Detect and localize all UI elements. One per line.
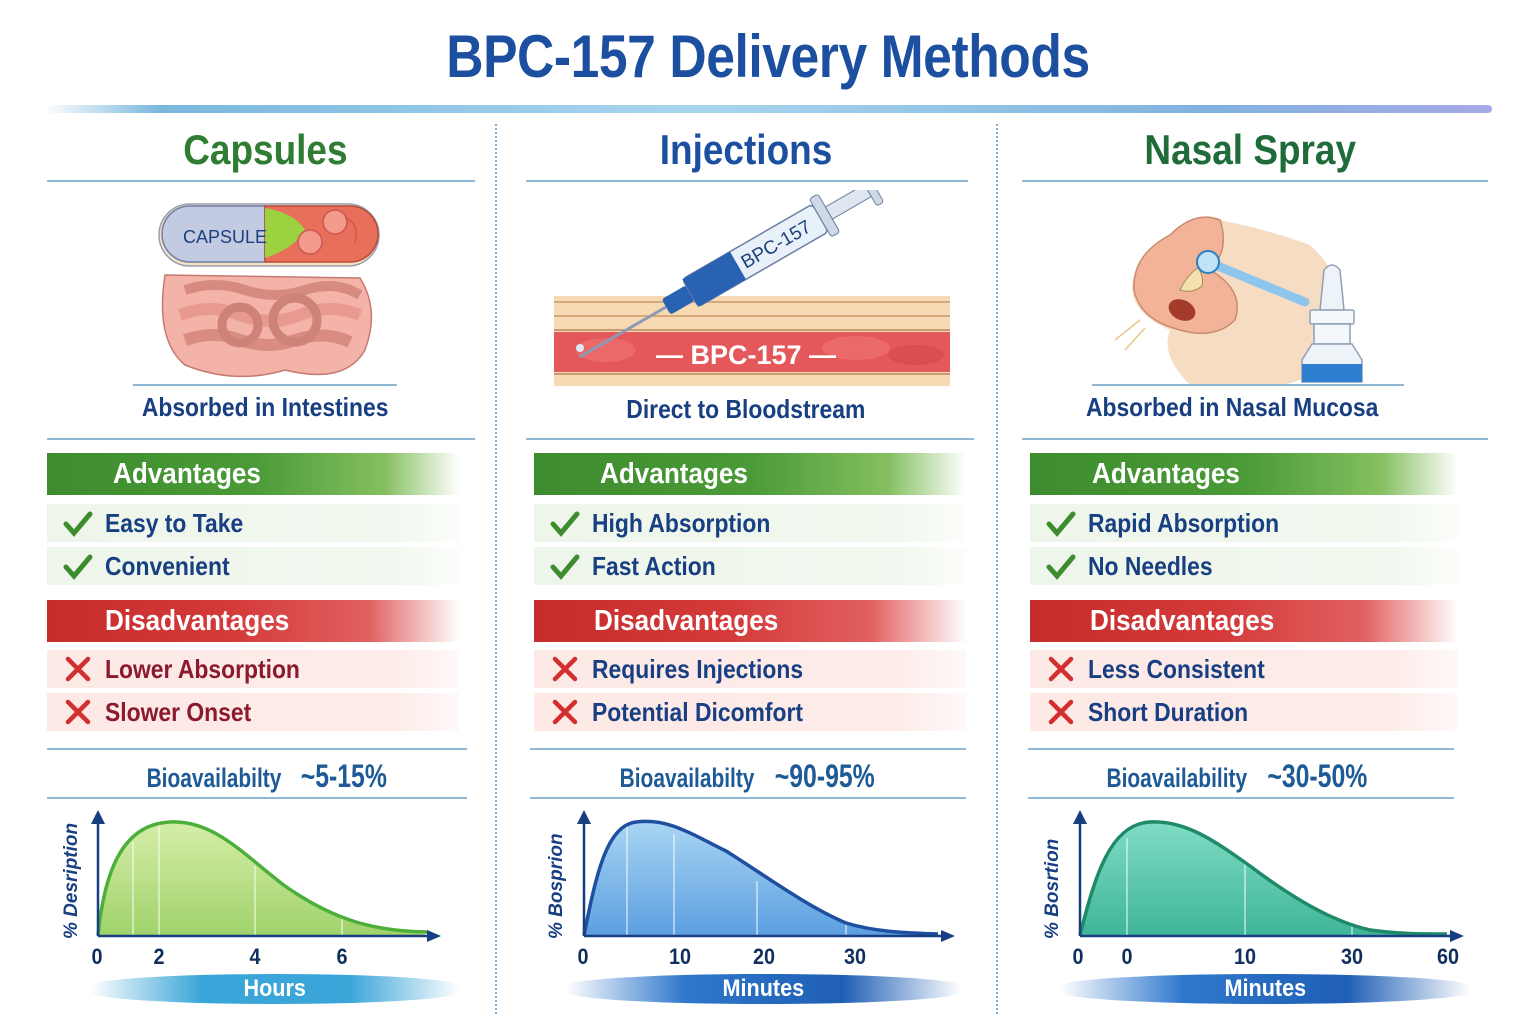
x-tick: 6	[336, 944, 348, 969]
spray-bottle-icon	[1196, 250, 1363, 383]
x-tick: 60	[1436, 944, 1460, 969]
disadvantage-item: Requires Injections	[534, 650, 966, 688]
disadvantages-header: Disadvantages	[1030, 600, 1458, 642]
x-tick: 0	[91, 944, 103, 969]
x-axis-arrow-icon	[1450, 930, 1464, 942]
y-axis-label: % Bosrtion	[1042, 838, 1063, 939]
title-underline	[44, 105, 1492, 113]
advantage-item: Easy to Take	[47, 504, 459, 542]
column-divider	[495, 124, 497, 1014]
disadvantage-item: Lower Absorption	[47, 650, 459, 688]
x-tick: 0	[1121, 944, 1133, 969]
divider	[530, 748, 966, 750]
y-axis-label: % Desription	[61, 822, 82, 939]
divider	[47, 748, 467, 750]
column-capsules: Capsules CAPSULE	[45, 118, 485, 1018]
divider	[526, 180, 968, 182]
checkmark-icon	[1046, 511, 1076, 537]
column-injections: Injections	[526, 118, 974, 1018]
method-caption: Direct to Bloodstream	[626, 394, 866, 424]
y-axis-arrow-icon	[91, 810, 105, 824]
nasal-spray-illustration	[1020, 190, 1490, 390]
divider	[47, 438, 475, 440]
checkmark-icon	[550, 511, 580, 537]
absorption-chart: % Bosrtion 0 0 10 30 60 Minutes	[1020, 806, 1490, 1016]
x-axis-arrow-icon	[427, 930, 441, 942]
advantage-item: High Absorption	[534, 504, 966, 542]
advantage-item: Rapid Absorption	[1030, 504, 1458, 542]
disadvantage-item: Less Consistent	[1030, 650, 1458, 688]
advantages-header: Advantages	[47, 453, 459, 495]
advantages-header: Advantages	[1030, 453, 1458, 495]
cross-icon	[65, 699, 91, 725]
capsule-intestine-illustration: CAPSULE	[45, 190, 485, 390]
vessel-label: — BPC-157 —	[655, 340, 837, 370]
method-caption: Absorbed in Intestines	[141, 392, 389, 422]
checkmark-icon	[63, 511, 93, 537]
x-tick: 20	[752, 944, 776, 969]
x-tick: 0	[577, 944, 589, 969]
y-axis-arrow-icon	[577, 810, 591, 824]
divider	[133, 384, 397, 386]
y-axis-arrow-icon	[1073, 810, 1087, 824]
cross-icon	[65, 656, 91, 682]
absorption-chart: % Bosprion 0 10 20 30 Minutes	[526, 806, 966, 1016]
x-axis-label: Minutes	[566, 974, 961, 1004]
column-heading: Capsules	[182, 126, 348, 173]
checkmark-icon	[63, 554, 93, 580]
divider	[47, 797, 467, 799]
disadvantage-item: Slower Onset	[47, 693, 459, 731]
disadvantages-header: Disadvantages	[47, 600, 459, 642]
column-divider	[996, 124, 998, 1014]
capsule-icon	[158, 203, 380, 267]
absorption-chart: % Desription 0 2 4 6 Hours	[45, 806, 485, 1016]
syringe-bloodstream-illustration: BPC-157 — BPC-157 —	[526, 171, 966, 390]
page-title: BPC-157 Delivery Methods	[446, 23, 1090, 90]
advantage-item: Fast Action	[534, 547, 966, 585]
divider	[530, 797, 966, 799]
divider	[1028, 797, 1454, 799]
disadvantage-item: Potential Dicomfort	[534, 693, 966, 731]
divider	[1092, 384, 1404, 386]
advantage-item: No Needles	[1030, 547, 1458, 585]
x-tick: 2	[153, 944, 165, 969]
cross-icon	[552, 699, 578, 725]
cross-icon	[1048, 656, 1074, 682]
x-axis-arrow-icon	[941, 930, 955, 942]
column-heading: Nasal Spray	[1144, 126, 1356, 173]
checkmark-icon	[550, 554, 580, 580]
disadvantage-item: Short Duration	[1030, 693, 1458, 731]
bioavailability: Bioavailabilty ~90-95%	[619, 758, 875, 794]
divider	[47, 180, 475, 182]
x-tick: 0	[1072, 944, 1084, 969]
x-tick: 30	[843, 944, 867, 969]
nose-icon	[1114, 216, 1342, 385]
x-tick: 4	[249, 944, 261, 969]
bioavailability: Bioavailability ~30-50%	[1106, 758, 1368, 794]
advantages-header: Advantages	[534, 453, 966, 495]
divider	[1022, 438, 1488, 440]
disadvantages-header: Disadvantages	[534, 600, 966, 642]
cross-icon	[1048, 699, 1074, 725]
x-tick: 10	[1233, 944, 1257, 969]
intestines-icon	[161, 274, 373, 378]
x-axis-label: Minutes	[1060, 974, 1470, 1004]
x-axis-label: Hours	[90, 974, 460, 1004]
column-heading: Injections	[659, 126, 833, 173]
x-tick: 10	[668, 944, 692, 969]
checkmark-icon	[1046, 554, 1076, 580]
divider	[1022, 180, 1488, 182]
column-nasal-spray: Nasal Spray Abso	[1020, 118, 1488, 1018]
skin-layers-icon	[554, 296, 950, 386]
capsule-label: CAPSULE	[183, 227, 268, 247]
method-caption: Absorbed in Nasal Mucosa	[1085, 392, 1379, 422]
bioavailability: Bioavailabilty ~5-15%	[146, 758, 387, 794]
divider	[1028, 748, 1454, 750]
cross-icon	[552, 656, 578, 682]
y-axis-label: % Bosprion	[546, 833, 567, 939]
divider	[526, 438, 974, 440]
x-tick: 30	[1340, 944, 1364, 969]
advantage-item: Convenient	[47, 547, 459, 585]
